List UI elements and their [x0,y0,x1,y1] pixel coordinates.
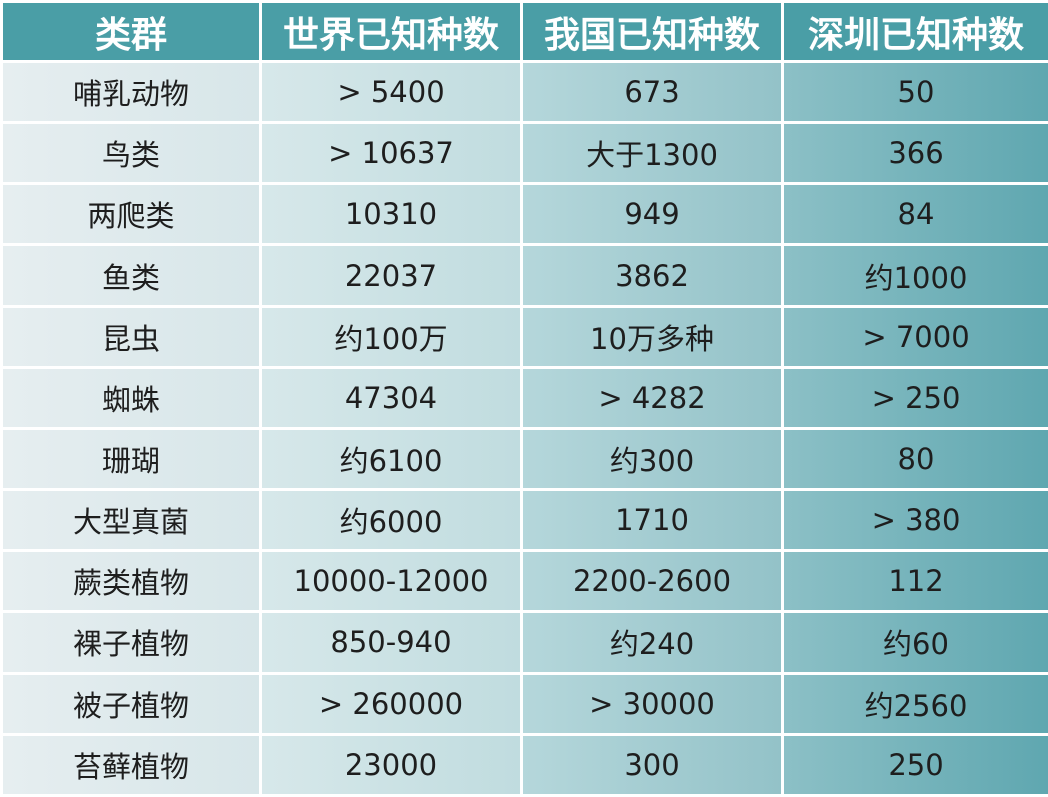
taxon-cell: 昆虫 [3,307,259,366]
header-china-count: 我国已知种数 [523,3,781,60]
shenzhen-count-cell: 250 [784,735,1048,794]
taxon-cell: 被子植物 [3,674,259,733]
table-row: 哺乳动物 > 5400 673 50 [3,63,1048,122]
world-count-cell: > 260000 [262,674,520,733]
china-count-cell: 3862 [523,246,781,305]
table-row: 大型真菌 约6000 1710 > 380 [3,491,1048,550]
world-count-cell: 约100万 [262,307,520,366]
shenzhen-count-cell: 约1000 [784,246,1048,305]
china-count-cell: > 30000 [523,674,781,733]
table-row: 被子植物 > 260000 > 30000 约2560 [3,674,1048,733]
table-row: 蜘蛛 47304 > 4282 > 250 [3,368,1048,427]
taxon-cell: 苔藓植物 [3,735,259,794]
world-count-cell: 10000-12000 [262,552,520,611]
world-count-cell: 850-940 [262,613,520,672]
shenzhen-count-cell: 约60 [784,613,1048,672]
china-count-cell: 1710 [523,491,781,550]
table-row: 鸟类 > 10637 大于1300 366 [3,124,1048,183]
table-row: 两爬类 10310 949 84 [3,185,1048,244]
china-count-cell: 673 [523,63,781,122]
table-row: 鱼类 22037 3862 约1000 [3,246,1048,305]
shenzhen-count-cell: 112 [784,552,1048,611]
shenzhen-count-cell: 约2560 [784,674,1048,733]
header-row: 类群 世界已知种数 我国已知种数 深圳已知种数 [3,3,1048,60]
world-count-cell: 47304 [262,368,520,427]
taxon-cell: 哺乳动物 [3,63,259,122]
taxon-cell: 大型真菌 [3,491,259,550]
china-count-cell: 约240 [523,613,781,672]
table-row: 裸子植物 850-940 约240 约60 [3,613,1048,672]
china-count-cell: > 4282 [523,368,781,427]
world-count-cell: > 10637 [262,124,520,183]
taxon-cell: 鱼类 [3,246,259,305]
world-count-cell: 23000 [262,735,520,794]
table-row: 昆虫 约100万 10万多种 > 7000 [3,307,1048,366]
header-taxon: 类群 [3,3,259,60]
taxon-cell: 两爬类 [3,185,259,244]
table-row: 苔藓植物 23000 300 250 [3,735,1048,794]
shenzhen-count-cell: > 7000 [784,307,1048,366]
world-count-cell: 约6100 [262,429,520,489]
china-count-cell: 10万多种 [523,307,781,366]
china-count-cell: 约300 [523,429,781,489]
world-count-cell: 22037 [262,246,520,305]
world-count-cell: > 5400 [262,63,520,122]
taxon-cell: 珊瑚 [3,429,259,489]
shenzhen-count-cell: 50 [784,63,1048,122]
world-count-cell: 约6000 [262,491,520,550]
china-count-cell: 2200-2600 [523,552,781,611]
taxon-cell: 裸子植物 [3,613,259,672]
china-count-cell: 300 [523,735,781,794]
taxon-cell: 蜘蛛 [3,368,259,427]
china-count-cell: 大于1300 [523,124,781,183]
shenzhen-count-cell: 84 [784,185,1048,244]
taxon-cell: 鸟类 [3,124,259,183]
shenzhen-count-cell: > 380 [784,491,1048,550]
shenzhen-count-cell: 366 [784,124,1048,183]
shenzhen-count-cell: > 250 [784,368,1048,427]
table-row: 珊瑚 约6100 约300 80 [3,429,1048,489]
shenzhen-count-cell: 80 [784,429,1048,489]
taxon-cell: 蕨类植物 [3,552,259,611]
china-count-cell: 949 [523,185,781,244]
table-row: 蕨类植物 10000-12000 2200-2600 112 [3,552,1048,611]
world-count-cell: 10310 [262,185,520,244]
header-shenzhen-count: 深圳已知种数 [784,3,1048,60]
header-world-count: 世界已知种数 [262,3,520,60]
